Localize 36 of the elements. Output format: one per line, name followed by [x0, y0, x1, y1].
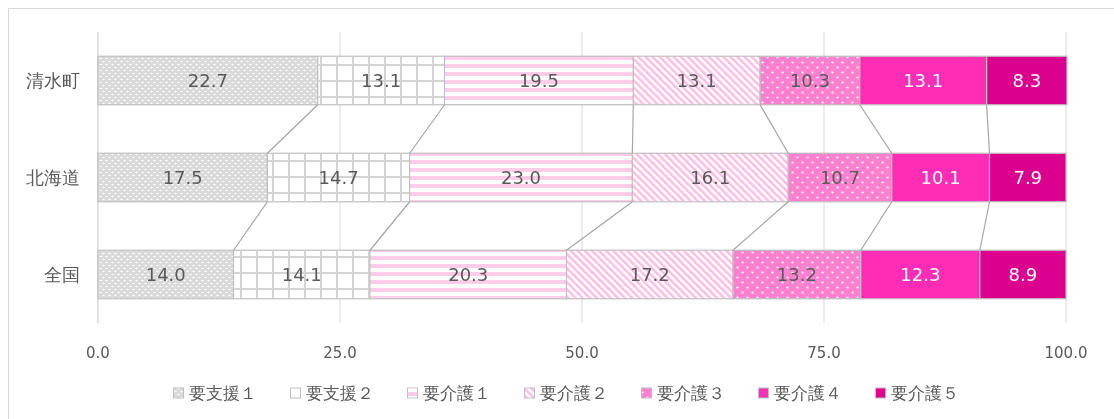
data-label: 17.2	[629, 264, 670, 285]
legend-label: 要支援２	[305, 383, 374, 403]
data-label: 13.1	[676, 70, 717, 91]
legend-label: 要介護５	[890, 383, 959, 403]
data-label: 10.7	[819, 167, 860, 188]
legend-label: 要介護１	[422, 383, 491, 403]
data-label: 14.0	[145, 264, 186, 285]
x-tick-label: 100.0	[1044, 344, 1088, 362]
legend-label: 要介護４	[773, 383, 842, 403]
data-label: 13.1	[903, 70, 944, 91]
data-label: 23.0	[501, 167, 542, 188]
data-label: 17.5	[162, 167, 203, 188]
data-label: 20.3	[448, 264, 489, 285]
data-label: 10.3	[789, 70, 830, 91]
legend-label: 要支援１	[188, 383, 257, 403]
x-tick-label: 75.0	[807, 344, 841, 362]
data-label: 14.7	[318, 167, 359, 188]
data-label: 10.1	[920, 167, 961, 188]
data-label: 13.2	[776, 264, 817, 285]
legend-label: 要介護２	[539, 383, 608, 403]
x-tick-label: 0.0	[86, 344, 110, 362]
data-label: 13.1	[361, 70, 402, 91]
category-label: 北海道	[26, 167, 80, 188]
data-label: 19.5	[518, 70, 559, 91]
data-label: 14.1	[281, 264, 322, 285]
data-label: 12.3	[900, 264, 941, 285]
legend-label: 要介護３	[656, 383, 725, 403]
data-label: 7.9	[1013, 167, 1043, 188]
x-tick-label: 50.0	[565, 344, 599, 362]
data-label: 16.1	[690, 167, 731, 188]
x-tick-label: 25.0	[323, 344, 357, 362]
category-label: 全国	[44, 264, 80, 285]
data-label: 8.9	[1008, 264, 1038, 285]
data-label: 8.3	[1012, 70, 1042, 91]
category-label: 清水町	[26, 70, 80, 91]
data-label: 22.7	[187, 70, 228, 91]
